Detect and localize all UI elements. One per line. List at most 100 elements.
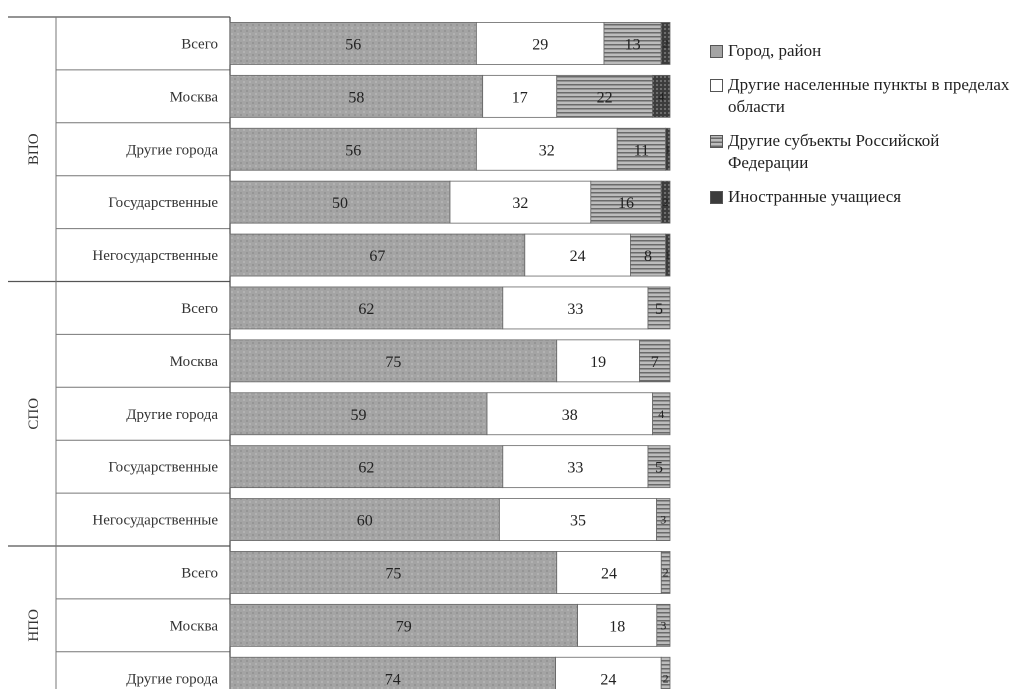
data-label: 50: [332, 195, 348, 212]
bar-segment-other-subjects: [639, 339, 671, 383]
legend-swatch-other-subjects: [710, 135, 723, 148]
legend-item-other-subjects: Другие субъекты Российской Федерации: [710, 130, 1015, 174]
data-label: 1: [665, 142, 671, 156]
bar-segment-region: [449, 180, 592, 224]
data-label: 62: [358, 301, 374, 318]
legend-swatch-region: [710, 79, 723, 92]
data-label: 60: [357, 513, 373, 530]
row-label: Негосударственные: [92, 248, 218, 264]
bar-segment-city: [229, 392, 488, 436]
bar-segment-city: [229, 233, 526, 277]
bar-segment-city: [229, 22, 477, 65]
data-label: 2: [663, 36, 669, 50]
data-label: 62: [358, 460, 374, 477]
bar-segment-foreign: [660, 180, 671, 224]
row-label: Москва: [170, 354, 219, 370]
bar-segment-city: [229, 603, 579, 647]
row-label: Государственные: [108, 195, 218, 211]
bar-segment-city: [229, 339, 558, 383]
data-label: 29: [532, 36, 548, 53]
bar-segment-city: [229, 656, 557, 689]
row-label: Москва: [170, 618, 219, 634]
bar-segment-city: [229, 498, 500, 541]
row-label: Другие города: [126, 407, 218, 423]
data-label: 13: [625, 36, 641, 53]
data-label: 74: [385, 671, 401, 688]
row-label: Всего: [181, 301, 218, 317]
data-label: 2: [663, 565, 669, 579]
data-label: 33: [567, 301, 583, 318]
data-label: 32: [512, 195, 528, 212]
bar-segment-other-subjects: [652, 392, 671, 436]
data-label: 58: [348, 89, 364, 106]
data-label: 35: [570, 513, 586, 530]
row-label: Всего: [181, 565, 218, 581]
data-label: 75: [385, 354, 401, 371]
data-label: 19: [590, 354, 606, 371]
bar-segment-other-subjects: [616, 127, 667, 171]
row-label: Другие города: [126, 142, 218, 158]
data-label: 3: [660, 618, 666, 632]
data-label: 24: [570, 248, 586, 265]
legend-label: Другие населенные пункты в пределах обла…: [728, 75, 1010, 116]
row-label: Всего: [181, 36, 218, 52]
data-label: 32: [539, 142, 555, 159]
bar-segment-other-subjects: [656, 603, 671, 647]
data-label: 38: [562, 407, 578, 424]
row-label: Москва: [170, 89, 219, 105]
data-label: 1: [665, 248, 671, 262]
bar-segment-other-subjects: [660, 656, 671, 689]
bar-segment-other-subjects: [647, 286, 671, 330]
data-label: 4: [658, 89, 664, 103]
bar-segment-region: [555, 656, 662, 689]
bar-segment-other-subjects: [656, 498, 671, 541]
row-label: Негосударственные: [92, 513, 218, 529]
legend-item-region: Другие населенные пункты в пределах обла…: [710, 74, 1015, 118]
bar-segment-region: [486, 392, 653, 436]
data-label: 18: [609, 618, 625, 635]
group-label: СПО: [26, 398, 42, 430]
bar-segment-other-subjects: [590, 180, 662, 224]
data-label: 5: [655, 460, 663, 477]
row-label: Государственные: [108, 460, 218, 476]
legend-item-foreign: Иностранные учащиеся: [710, 186, 1015, 208]
data-label: 8: [644, 248, 652, 265]
bar-segment-region: [502, 445, 649, 489]
bar-segment-city: [229, 286, 504, 330]
row-label: Другие города: [126, 671, 218, 687]
bar-segment-other-subjects: [556, 74, 653, 118]
bar-segment-region: [475, 22, 605, 65]
data-label: 7: [651, 354, 659, 371]
data-label: 56: [345, 142, 361, 159]
data-label: 24: [600, 671, 616, 688]
bar-segment-foreign: [665, 233, 671, 277]
bar-segment-region: [482, 74, 558, 118]
data-label: 79: [396, 618, 412, 635]
legend-label: Иностранные учащиеся: [728, 187, 902, 206]
legend: Город, район Другие населенные пункты в …: [710, 40, 1015, 220]
legend-swatch-city: [710, 45, 723, 58]
data-label: 24: [601, 565, 617, 582]
data-label: 4: [658, 407, 664, 421]
bar-segment-city: [229, 551, 558, 594]
data-label: 16: [618, 195, 634, 212]
legend-swatch-foreign: [710, 191, 723, 204]
data-label: 5: [655, 301, 663, 318]
bar-segment-foreign: [660, 22, 671, 65]
bar-segment-other-subjects: [660, 551, 671, 594]
bar-segment-foreign: [665, 127, 671, 171]
bar-segment-other-subjects: [603, 22, 662, 65]
data-label: 56: [345, 36, 361, 53]
legend-item-city: Город, район: [710, 40, 1015, 62]
data-label: 33: [567, 460, 583, 477]
bar-segment-region: [556, 339, 640, 383]
bar-segment-other-subjects: [647, 445, 671, 489]
data-label: 59: [351, 407, 367, 424]
bar-segment-region: [502, 286, 649, 330]
bar-segment-city: [229, 74, 484, 118]
group-label: НПО: [26, 609, 42, 642]
group-label: ВПО: [26, 133, 42, 165]
bar-segment-region: [498, 498, 657, 541]
bars: 56 29 13 258 17 22 456 32 11 150 32 16 267 24 8 162 33 57…: [229, 22, 671, 689]
